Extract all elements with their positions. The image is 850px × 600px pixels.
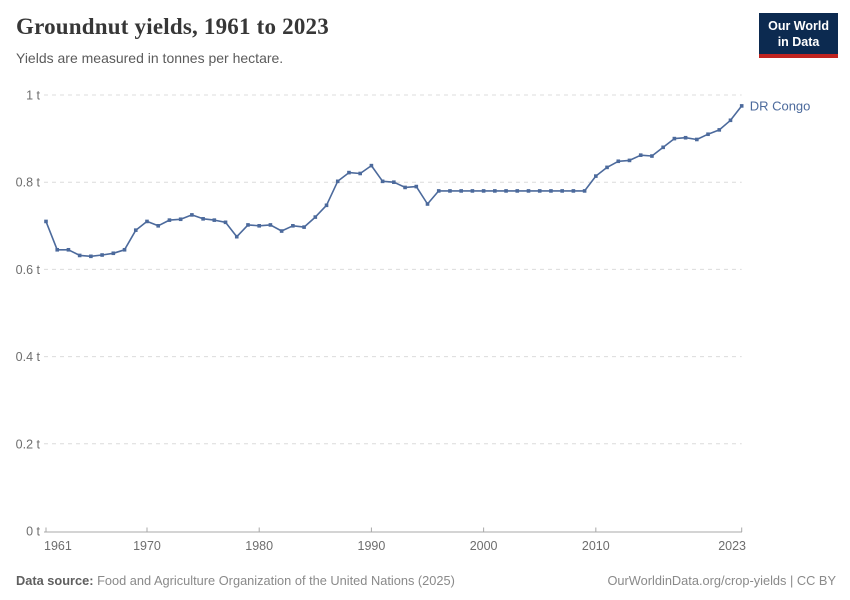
data-point xyxy=(190,213,194,217)
data-point xyxy=(493,189,497,193)
data-point xyxy=(268,223,273,227)
data-point xyxy=(246,223,250,227)
y-axis-tick-label: 0.8 t xyxy=(16,176,41,190)
data-point xyxy=(291,224,295,228)
y-axis-tick-label: 0 t xyxy=(26,525,40,539)
data-point xyxy=(672,136,677,141)
data-point xyxy=(167,218,172,222)
data-point xyxy=(683,135,688,140)
data-point xyxy=(66,247,71,252)
data-point xyxy=(335,179,340,184)
y-axis-tick-label: 0.4 t xyxy=(16,350,41,364)
data-point xyxy=(650,154,654,158)
data-point xyxy=(201,217,205,221)
y-axis-tick-label: 1 t xyxy=(26,89,40,103)
data-point xyxy=(638,153,643,157)
data-point xyxy=(627,158,632,163)
owid-logo[interactable]: Our World in Data xyxy=(759,13,838,59)
data-point xyxy=(526,189,531,193)
owid-logo-line2: in Data xyxy=(777,34,820,49)
chart-footer: Data source: Food and Agriculture Organi… xyxy=(16,573,836,588)
page-subtitle: Yields are measured in tonnes per hectar… xyxy=(16,50,284,66)
data-point xyxy=(504,189,508,193)
x-axis-tick-label: 1961 xyxy=(44,539,72,553)
data-point xyxy=(392,180,396,184)
data-point xyxy=(571,189,576,193)
data-point xyxy=(695,137,699,142)
data-point xyxy=(212,218,217,222)
data-point xyxy=(358,171,362,176)
data-point xyxy=(156,224,161,228)
data-point xyxy=(257,224,261,228)
data-point xyxy=(369,163,374,168)
data-point xyxy=(380,179,385,184)
data-point xyxy=(302,225,306,229)
data-point xyxy=(436,189,441,193)
data-point xyxy=(560,189,564,193)
data-point xyxy=(313,215,318,219)
data-point xyxy=(122,247,127,252)
data-point xyxy=(100,253,104,257)
data-point xyxy=(605,165,609,170)
page-title: Groundnut yields, 1961 to 2023 xyxy=(16,14,329,39)
data-point xyxy=(594,174,598,178)
data-point xyxy=(89,254,93,259)
data-point xyxy=(77,253,82,258)
data-point xyxy=(537,189,542,193)
data-point xyxy=(347,170,351,175)
data-point xyxy=(44,219,48,224)
data-point xyxy=(459,189,463,193)
data-point xyxy=(55,247,60,252)
data-point xyxy=(178,217,183,222)
data-point xyxy=(706,132,710,137)
y-axis-tick-label: 0.2 t xyxy=(16,437,41,451)
data-point xyxy=(448,189,452,193)
data-point xyxy=(111,251,116,256)
data-point xyxy=(717,128,722,132)
data-point xyxy=(414,184,419,189)
x-axis-tick-label: 1990 xyxy=(358,539,386,553)
data-point xyxy=(481,189,486,193)
x-axis-tick-label: 2000 xyxy=(470,539,498,553)
data-point xyxy=(403,185,407,190)
data-point xyxy=(739,104,744,108)
data-point xyxy=(133,228,138,232)
y-axis-tick-label: 0.6 t xyxy=(16,263,41,277)
data-point xyxy=(616,159,621,164)
data-point xyxy=(515,189,520,193)
data-point xyxy=(279,229,284,233)
series-end-label[interactable]: DR Congo xyxy=(750,98,811,113)
data-point xyxy=(728,118,733,123)
data-point xyxy=(582,189,587,193)
data-source-text: Food and Agriculture Organization of the… xyxy=(93,573,455,588)
data-point xyxy=(324,203,329,208)
data-point xyxy=(661,145,665,150)
x-axis-tick-label: 1970 xyxy=(133,539,161,553)
data-point xyxy=(234,234,239,239)
data-point xyxy=(145,219,149,224)
x-axis-tick-label: 1980 xyxy=(245,539,273,553)
x-axis-tick-label: 2010 xyxy=(582,539,610,553)
data-point xyxy=(470,189,475,193)
x-axis-tick-label: 2023 xyxy=(718,539,746,553)
data-source-note: Data source: Food and Agriculture Organi… xyxy=(16,573,455,588)
data-point xyxy=(549,189,553,193)
license-link[interactable]: OurWorldinData.org/crop-yields | CC BY xyxy=(607,573,836,588)
data-source-label: Data source: xyxy=(16,573,94,588)
data-point xyxy=(223,220,228,225)
owid-logo-line1: Our World xyxy=(768,19,829,33)
data-point xyxy=(425,202,430,206)
